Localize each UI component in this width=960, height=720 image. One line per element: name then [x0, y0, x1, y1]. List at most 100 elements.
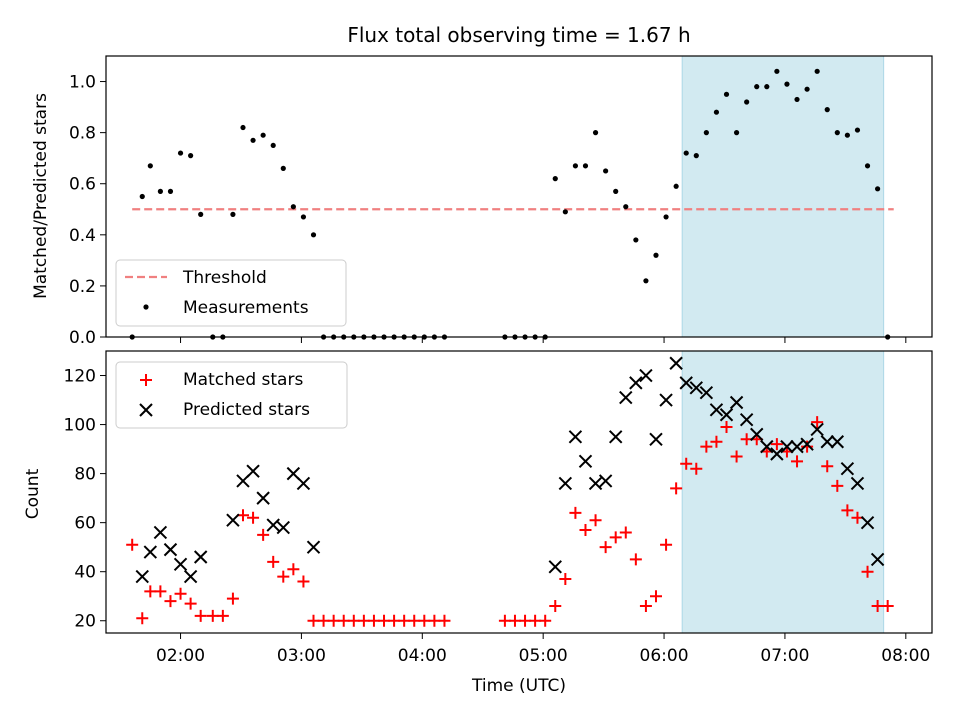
matched-stars-point — [770, 438, 783, 451]
y-tick-label: 60 — [74, 514, 96, 534]
predicted-stars-point — [770, 447, 784, 461]
predicted-stars-point — [588, 476, 603, 491]
matched-stars-point — [418, 614, 431, 627]
predicted-stars-point — [629, 376, 643, 390]
matched-stars-point — [649, 590, 662, 603]
matched-stars-point — [297, 575, 310, 588]
legend-predicted-marker — [139, 403, 153, 417]
matched-stars-point — [206, 609, 219, 622]
matched-stars-point — [257, 528, 270, 541]
measurements-point — [552, 176, 558, 182]
measurements-point — [723, 91, 730, 97]
predicted-stars-point — [830, 435, 845, 449]
legend-measurements-marker — [143, 304, 149, 310]
predicted-stars-point — [578, 454, 593, 469]
matched-stars-point — [821, 460, 834, 473]
measurements-point — [814, 68, 820, 74]
matched-stars-point — [791, 455, 804, 468]
y-tick-label: 120 — [64, 367, 96, 387]
predicted-stars-point — [840, 461, 855, 476]
measurements-point — [613, 188, 619, 194]
matched-stars-point — [408, 614, 421, 627]
matched-stars-point — [307, 614, 320, 627]
y-tick-label: 100 — [64, 416, 96, 436]
measurements-point — [633, 237, 639, 243]
measurements-point — [643, 278, 649, 284]
legend-matched-marker — [140, 374, 152, 386]
predicted-stars-point — [719, 408, 734, 422]
predicted-stars-point — [709, 403, 724, 417]
predicted-stars-point — [669, 356, 683, 370]
measurements-point — [764, 84, 770, 90]
measurements-point — [683, 150, 689, 156]
measurements-point — [774, 68, 780, 74]
predicted-stars-point — [810, 422, 824, 437]
measurements-point — [834, 130, 840, 136]
predicted-stars-point — [800, 437, 814, 451]
measurements-point — [653, 252, 659, 258]
predicted-stars-point — [608, 430, 623, 444]
matched-stars-point — [226, 592, 239, 605]
y-tick-label: 0.2 — [69, 277, 96, 297]
measurements-point — [167, 188, 174, 194]
matched-stars-point — [690, 462, 703, 475]
matched-stars-point — [720, 421, 733, 434]
predicted-stars-point — [860, 515, 875, 530]
measurements-point — [300, 214, 307, 220]
measurements-point — [270, 142, 276, 149]
matched-stars-point — [428, 614, 441, 627]
measurements-point — [260, 132, 266, 138]
matched-stars-point — [831, 479, 844, 492]
measurements-point — [713, 109, 720, 115]
measurements-point — [733, 130, 740, 136]
x-tick-label: 02:00 — [156, 646, 205, 666]
predicted-stars-point — [850, 476, 865, 491]
x-tick-label: 07:00 — [760, 646, 809, 666]
matched-stars-point — [367, 614, 380, 627]
predicted-stars-point — [163, 542, 178, 557]
predicted-stars-point — [689, 381, 703, 395]
predicted-stars-point — [679, 376, 693, 390]
measurements-point — [562, 209, 568, 215]
predicted-stars-point — [153, 525, 168, 540]
y-tick-label: 1.0 — [69, 73, 96, 93]
y-tick-label: 0.4 — [69, 226, 96, 246]
matched-stars-point — [247, 511, 260, 524]
predicted-stars-point — [729, 395, 744, 410]
measurements-point — [824, 107, 830, 113]
count-panel: Count Time (UTC) 20 40 60 80 100 120 02:00 03:0… — [23, 350, 933, 696]
predicted-stars-point — [183, 569, 198, 584]
matched-stars-point — [144, 585, 157, 598]
measurements-point — [188, 153, 194, 159]
measurements-point — [198, 211, 204, 217]
observing-window-shade — [681, 350, 885, 634]
predicted-stars-point — [598, 474, 613, 488]
measurements-point — [147, 163, 153, 169]
matched-stars-point — [287, 563, 300, 576]
x-tick-label: 04:00 — [398, 646, 447, 666]
measurements-point — [250, 137, 256, 143]
ratio-plot-frame — [105, 55, 933, 338]
matched-stars-point — [801, 440, 814, 453]
matched-stars-point — [680, 457, 693, 470]
predicted-stars-point — [226, 513, 240, 527]
predicted-stars-point — [568, 430, 583, 444]
matched-stars-point — [317, 614, 330, 627]
measurements-point — [572, 163, 579, 169]
chart-title: Flux total observing time = 1.67 h — [347, 23, 690, 47]
matched-stars-point — [267, 555, 280, 568]
measurements-point — [139, 193, 145, 200]
measurements-point — [804, 86, 810, 92]
matched-stars-point — [629, 553, 642, 566]
legend-predicted-label: Predicted stars — [183, 400, 310, 420]
predicted-stars-point — [780, 439, 794, 454]
predicted-stars-point — [820, 435, 834, 449]
count-legend-box — [115, 361, 348, 429]
predicted-stars-point — [143, 545, 158, 559]
matched-stars-point — [174, 587, 187, 600]
matched-stars-point — [871, 600, 884, 613]
count-plot-frame — [105, 350, 933, 634]
count-legend: Matched stars Predicted stars — [115, 361, 348, 429]
y-tick-label: 20 — [74, 612, 96, 632]
predicted-stars-point — [256, 491, 270, 505]
